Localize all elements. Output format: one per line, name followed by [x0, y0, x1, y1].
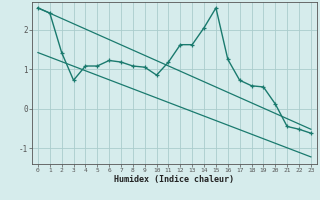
X-axis label: Humidex (Indice chaleur): Humidex (Indice chaleur) [115, 175, 234, 184]
